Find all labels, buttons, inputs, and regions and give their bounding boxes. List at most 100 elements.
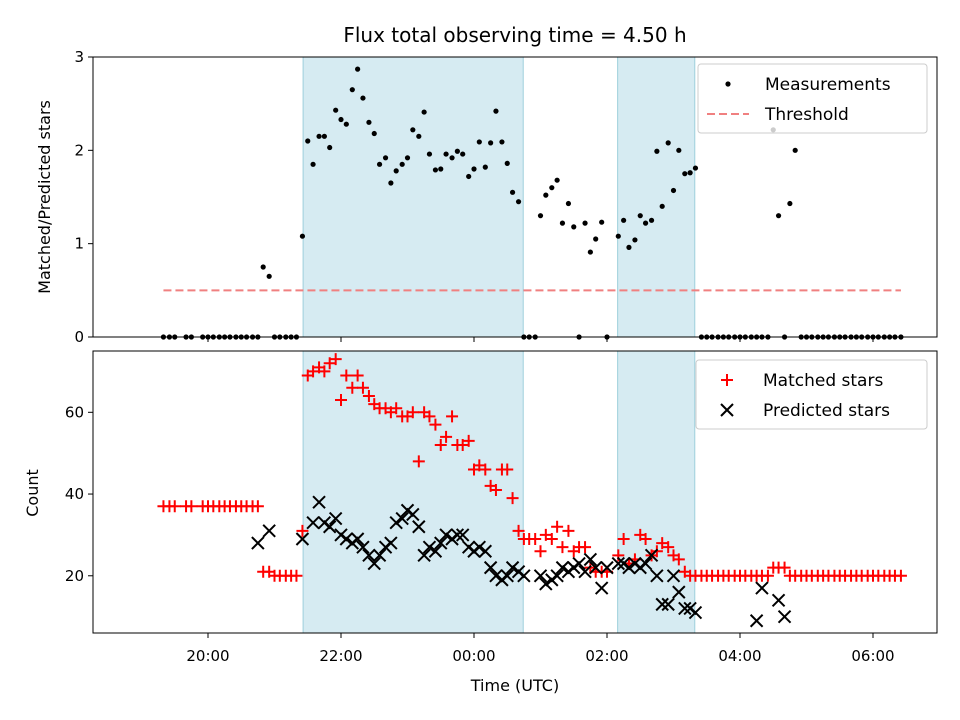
predicted-star-point <box>572 556 586 571</box>
predicted-star-point <box>251 536 265 550</box>
x-tick-label: 22:00 <box>319 647 362 665</box>
ratio-y-tick-label: 3 <box>74 48 84 66</box>
matched-star-point <box>390 402 403 415</box>
matched-star-point <box>501 463 514 476</box>
measurement-point <box>626 244 632 250</box>
measurement-point <box>333 107 339 113</box>
measurement-point <box>692 165 699 171</box>
matched-star-point <box>185 500 198 513</box>
measurement-point <box>260 264 266 270</box>
measurement-point <box>482 164 488 170</box>
matched-star-point <box>440 430 453 443</box>
measurement-point <box>648 217 655 223</box>
ratio-legend-box <box>697 63 928 134</box>
measurement-point <box>426 151 433 157</box>
measurement-point <box>670 187 677 194</box>
matched-star-point <box>362 389 375 402</box>
ratio-observing-interval-1 <box>617 56 696 338</box>
predicted-star-point <box>450 528 465 542</box>
matched-star-point <box>894 569 907 582</box>
legend-matched-label: Matched stars <box>763 371 883 391</box>
matched-star-point <box>639 533 652 545</box>
measurement-point <box>493 108 499 114</box>
matched-star-point <box>534 545 547 558</box>
matched-star-point <box>434 439 447 451</box>
count-legend-box <box>695 359 928 430</box>
predicted-star-point <box>583 552 598 567</box>
predicted-star-point <box>678 601 692 616</box>
x-tick-label: 02:00 <box>585 647 628 665</box>
predicted-star-point <box>588 560 603 575</box>
predicted-star-point <box>500 569 514 583</box>
measurement-point <box>632 237 638 243</box>
matched-star-point <box>356 381 369 394</box>
predicted-star-point <box>455 528 470 542</box>
matched-star-point <box>329 353 342 366</box>
measurement-point <box>471 166 477 172</box>
predicted-star-point <box>478 544 493 558</box>
legend-predicted-marker <box>720 403 734 417</box>
count-y-ticks: 20 40 60 <box>65 403 93 585</box>
measurement-point <box>488 140 494 146</box>
measurement-point <box>443 151 449 157</box>
measurement-point <box>642 220 649 226</box>
legend-predicted-label: Predicted stars <box>763 401 890 421</box>
measurement-point <box>549 185 555 191</box>
ratio-y-tick-label: 0 <box>74 328 84 346</box>
predicted-star-point <box>372 548 387 563</box>
matched-star-point <box>529 533 542 545</box>
ratio-y-ticks: 0 1 2 3 <box>74 48 93 346</box>
legend-matched-marker <box>721 374 733 386</box>
measurement-point <box>504 160 510 166</box>
measurement-point <box>321 133 327 139</box>
predicted-star-point <box>672 585 686 599</box>
predicted-star-point <box>622 560 636 575</box>
predicted-star-point <box>539 577 553 591</box>
predicted-star-point <box>312 495 326 509</box>
measurement-point <box>355 66 361 72</box>
predicted-star-point <box>688 605 703 620</box>
measurement-point <box>366 119 372 125</box>
predicted-star-point <box>650 569 664 583</box>
predicted-star-point <box>644 548 659 563</box>
measurement-point <box>460 151 466 157</box>
predicted-star-point <box>555 560 570 575</box>
measurement-point <box>659 203 665 209</box>
ratio-y-axis-label: Matched/Predicted stars <box>35 100 54 294</box>
measurement-point <box>343 121 349 127</box>
matched-star-point <box>429 418 442 431</box>
legend-threshold-label: Threshold <box>764 105 849 125</box>
x-tick-label: 00:00 <box>452 647 495 665</box>
measurement-point <box>615 233 621 239</box>
measurement-point <box>676 147 682 153</box>
predicted-star-point <box>350 532 365 546</box>
measurement-point <box>775 213 782 219</box>
measurement-point <box>509 189 516 195</box>
measurement-point <box>665 140 671 146</box>
matched-star-point <box>545 533 558 545</box>
measurement-point <box>593 236 599 242</box>
ratio-x-ticks <box>207 337 874 342</box>
measurement-point <box>621 217 627 223</box>
x-tick-label: 20:00 <box>186 647 229 665</box>
matched-star-point <box>335 394 347 407</box>
predicted-star-point <box>422 540 437 554</box>
matched-star-point <box>489 483 502 496</box>
matched-star-point <box>340 369 353 382</box>
measurement-point <box>499 139 505 145</box>
measurement-point <box>637 213 643 219</box>
predicted-star-point <box>655 597 669 612</box>
predicted-star-point <box>489 569 503 583</box>
chart-title: Flux total observing time = 4.50 h <box>343 23 686 47</box>
count-observing-interval-0 <box>302 350 524 634</box>
predicted-star-point <box>749 614 764 628</box>
predicted-star-point <box>611 556 626 571</box>
predicted-star-point <box>578 564 592 579</box>
measurement-point <box>399 161 405 167</box>
measurement-point <box>376 161 383 167</box>
measurement-point <box>388 180 394 186</box>
matched-star-point <box>506 492 519 505</box>
predicted-star-point <box>533 569 548 583</box>
measurement-point <box>792 147 798 153</box>
